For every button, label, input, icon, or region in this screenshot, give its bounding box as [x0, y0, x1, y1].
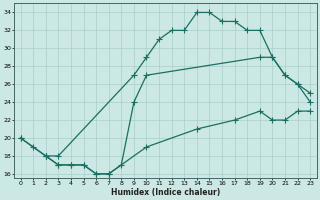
- X-axis label: Humidex (Indice chaleur): Humidex (Indice chaleur): [111, 188, 220, 197]
